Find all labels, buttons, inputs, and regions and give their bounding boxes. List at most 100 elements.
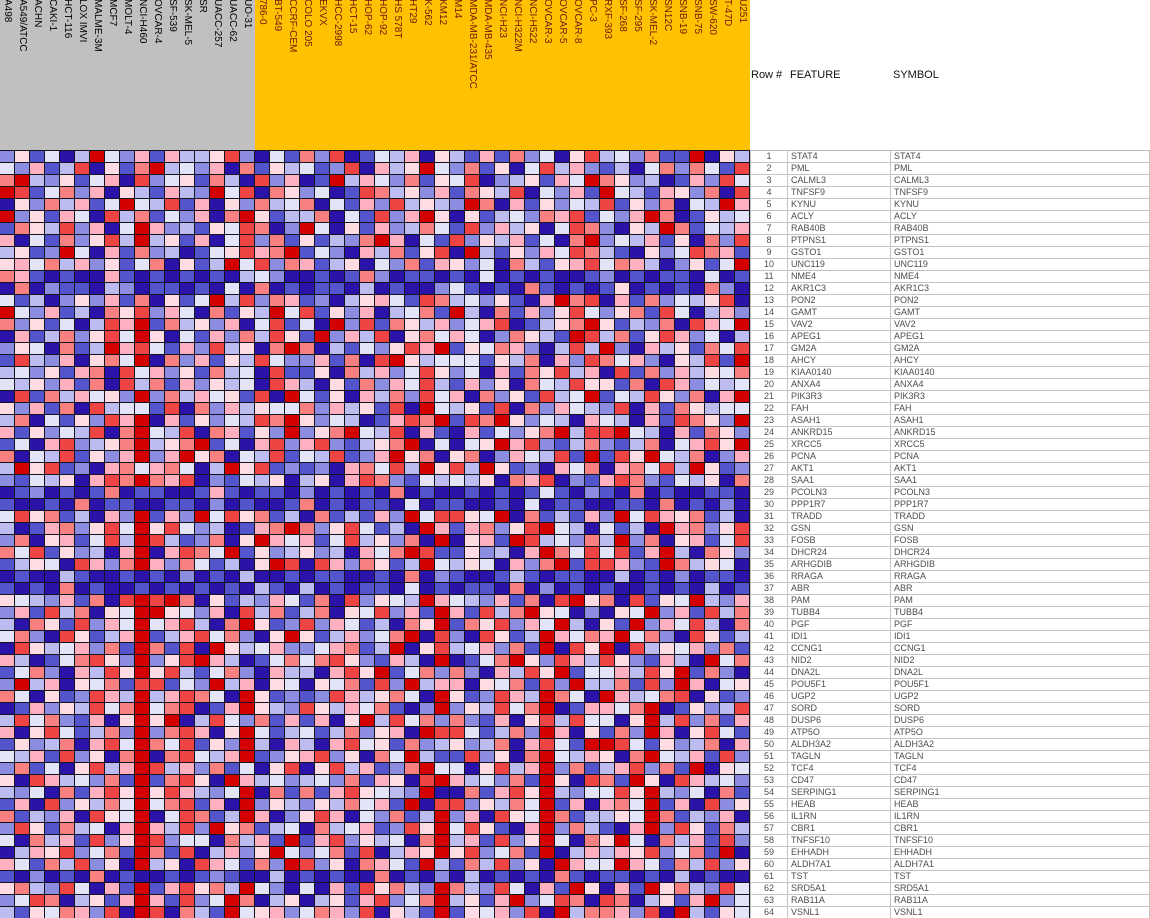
heatmap-cell — [510, 379, 525, 391]
heatmap-cell — [660, 799, 675, 811]
heatmap-cell — [105, 691, 120, 703]
heatmap-cell — [270, 283, 285, 295]
heatmap-cell — [600, 823, 615, 835]
heatmap-cell — [165, 679, 180, 691]
heatmap-cell — [345, 259, 360, 271]
feature-cell: SORD — [788, 703, 891, 714]
heatmap-cell — [225, 595, 240, 607]
heatmap-cell — [555, 547, 570, 559]
heatmap-cell — [165, 523, 180, 535]
heatmap-cell — [570, 199, 585, 211]
heatmap-cell — [525, 307, 540, 319]
heatmap-cell — [540, 499, 555, 511]
heatmap-cell — [645, 355, 660, 367]
heatmap-cell — [285, 223, 300, 235]
heatmap-cell — [210, 691, 225, 703]
heatmap-cell — [660, 691, 675, 703]
heatmap-cell — [240, 487, 255, 499]
heatmap-cell — [690, 379, 705, 391]
feature-cell: XRCC5 — [788, 439, 891, 450]
heatmap-cell — [240, 787, 255, 799]
heatmap-cell — [150, 283, 165, 295]
heatmap-cell — [30, 307, 45, 319]
heatmap-cell — [315, 175, 330, 187]
heatmap-cell — [90, 535, 105, 547]
heatmap-cell — [660, 271, 675, 283]
heatmap-cell — [270, 379, 285, 391]
heatmap-cell — [660, 523, 675, 535]
heatmap-cell — [585, 571, 600, 583]
heatmap-cell — [360, 667, 375, 679]
feature-cell: RAB11A — [788, 895, 891, 906]
heatmap-cell — [300, 283, 315, 295]
heatmap-cell — [600, 811, 615, 823]
heatmap-cell — [555, 799, 570, 811]
table-row: 13 PON2 PON2 — [750, 295, 1150, 307]
heatmap-cell — [645, 331, 660, 343]
heatmap-cell — [570, 487, 585, 499]
heatmap-cell — [705, 751, 720, 763]
heatmap-cell — [510, 187, 525, 199]
heatmap-cell — [180, 283, 195, 295]
heatmap-cell — [195, 535, 210, 547]
heatmap-cell — [285, 307, 300, 319]
heatmap-cell — [495, 175, 510, 187]
heatmap-cell — [240, 667, 255, 679]
feature-cell: ATP5O — [788, 727, 891, 738]
heatmap-cell — [480, 331, 495, 343]
heatmap-cell — [540, 691, 555, 703]
heatmap-cell — [525, 667, 540, 679]
feature-cell: NME4 — [788, 271, 891, 282]
heatmap-cell — [465, 847, 480, 859]
heatmap-cell — [465, 703, 480, 715]
heatmap-cell — [450, 823, 465, 835]
feature-cell: TRADD — [788, 511, 891, 522]
heatmap-cell — [195, 187, 210, 199]
heatmap-cell — [120, 199, 135, 211]
heatmap-cell — [690, 667, 705, 679]
heatmap-cell — [390, 559, 405, 571]
heatmap-cell — [45, 871, 60, 883]
column-label: HCT-116 — [62, 0, 73, 39]
heatmap-cell — [570, 727, 585, 739]
heatmap-cell — [660, 487, 675, 499]
heatmap-cell — [105, 259, 120, 271]
heatmap-cell — [375, 811, 390, 823]
heatmap-cell — [210, 223, 225, 235]
heatmap-cell — [240, 319, 255, 331]
heatmap-cell — [465, 631, 480, 643]
heatmap-cell — [510, 763, 525, 775]
heatmap-cell — [225, 355, 240, 367]
heatmap-cell — [690, 415, 705, 427]
heatmap-cell — [30, 871, 45, 883]
heatmap-cell — [150, 547, 165, 559]
heatmap-cell — [165, 631, 180, 643]
heatmap-cell — [690, 859, 705, 871]
heatmap-cell — [540, 307, 555, 319]
heatmap-cell — [165, 859, 180, 871]
heatmap-cell — [285, 487, 300, 499]
heatmap-cell — [75, 811, 90, 823]
heatmap-cell — [150, 871, 165, 883]
heatmap-cell — [0, 811, 15, 823]
heatmap-cell — [15, 883, 30, 895]
heatmap-cell — [570, 403, 585, 415]
heatmap-cell — [75, 295, 90, 307]
heatmap-cell — [570, 547, 585, 559]
heatmap-cell — [165, 235, 180, 247]
heatmap-cell — [300, 475, 315, 487]
heatmap-cell — [330, 619, 345, 631]
heatmap-cell — [375, 295, 390, 307]
heatmap-cell — [210, 403, 225, 415]
heatmap-cell — [225, 607, 240, 619]
heatmap-cell — [615, 799, 630, 811]
heatmap-cell — [285, 799, 300, 811]
heatmap-cell — [75, 475, 90, 487]
heatmap-cell — [240, 343, 255, 355]
heatmap-cell — [195, 811, 210, 823]
row-number-cell: 61 — [751, 871, 788, 882]
heatmap-cell — [285, 259, 300, 271]
heatmap-cell — [285, 655, 300, 667]
heatmap-cell — [465, 259, 480, 271]
heatmap-cell — [300, 487, 315, 499]
